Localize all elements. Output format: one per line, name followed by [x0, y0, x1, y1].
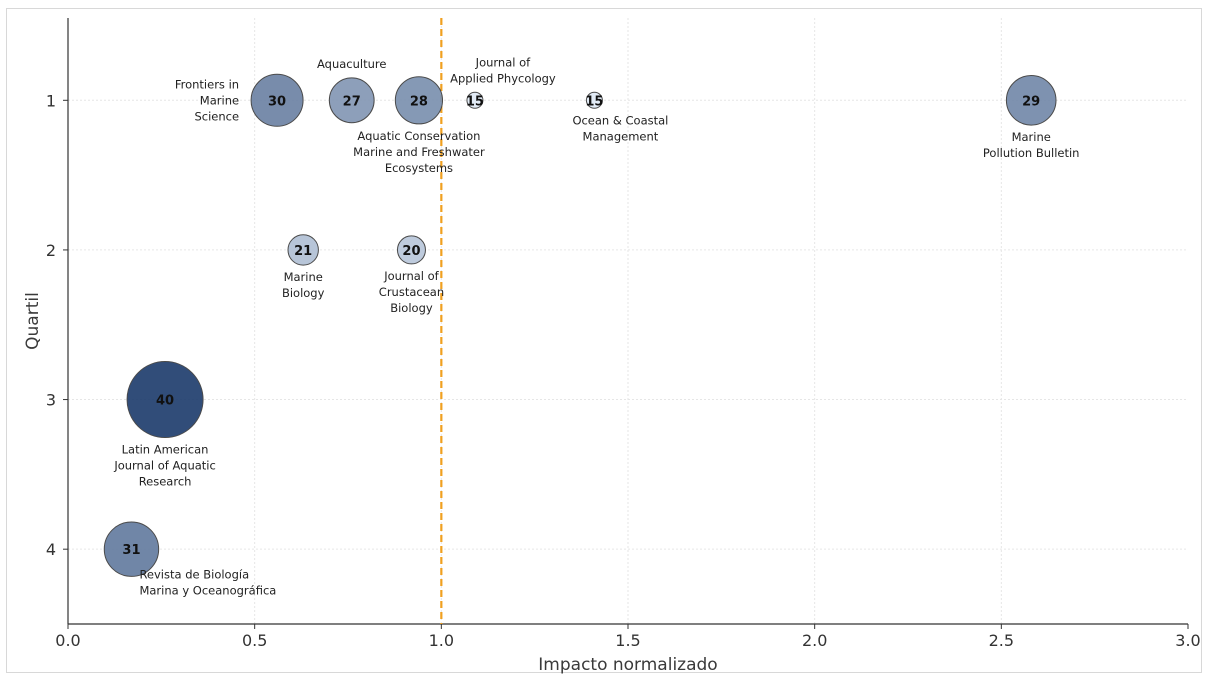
bubble [466, 91, 484, 109]
bubble [287, 234, 319, 266]
bubble-value-label: 40 [156, 394, 174, 409]
y-tick-label: 1 [46, 91, 56, 110]
bubble-label-line: Aquatic Conservation [357, 129, 480, 143]
bubble-label-line: Biology [390, 301, 433, 315]
labels-group: Frontiers in Marine Science Aquaculture Aqua… [113, 55, 1079, 597]
bubble-label-line: Crustacean [379, 285, 444, 299]
bubble-value-label: 31 [122, 543, 140, 558]
bubble-value-label: 15 [466, 94, 484, 109]
bubble [103, 521, 160, 577]
bubble-value-label: 27 [343, 94, 361, 109]
bubble-value-label: 20 [402, 244, 420, 259]
bubble-value-label: 21 [294, 244, 312, 259]
bubble [396, 235, 426, 265]
x-tick-label: 0.0 [55, 631, 80, 650]
x-tick-label: 1.5 [615, 631, 640, 650]
bubble [1005, 74, 1057, 126]
bubble-label-line: Ocean & Coastal [572, 113, 668, 127]
axes: 0.0 0.5 1.0 1.5 2.0 2.5 3.0 1 2 3 4 [46, 18, 1201, 650]
bubble [585, 91, 603, 109]
bubble [394, 76, 444, 125]
x-tick-label: 0.5 [242, 631, 267, 650]
bubble-label-line: Frontiers in [175, 77, 239, 91]
x-tick-label: 1.0 [429, 631, 454, 650]
bubble-label-line: Marina y Oceanográfica [139, 583, 276, 597]
bubble-label-line: Science [194, 109, 239, 123]
x-tick-label: 2.5 [989, 631, 1014, 650]
bubble-label-line: Applied Phycology [450, 71, 556, 85]
bubble-value-label: 29 [1022, 94, 1040, 109]
bubble-value-label: 15 [585, 94, 603, 109]
x-tick-label: 3.0 [1175, 631, 1200, 650]
bubble [250, 73, 304, 127]
bubble-label-line: Journal of [383, 269, 439, 283]
bubble-label-line: Latin American [122, 443, 209, 457]
y-tick-label: 3 [46, 391, 56, 410]
bubble-value-label: 30 [268, 94, 286, 109]
bubble-value-label: 28 [410, 94, 428, 109]
bubble-label-line: Ecosystems [385, 161, 453, 175]
bubble-label-line: Marine and Freshwater [353, 145, 485, 159]
bubble-label-line: Revista de Biología [139, 567, 249, 581]
figure-frame [6, 8, 1202, 673]
bubble-label-line: Aquaculture [317, 57, 386, 71]
y-tick-label: 2 [46, 241, 56, 260]
bubble-label-line: Management [583, 129, 659, 143]
bubble-label-line: Marine [1012, 130, 1051, 144]
bubble-label-line: Marine [200, 93, 239, 107]
y-tick-label: 4 [46, 540, 56, 559]
bubble-label-line: Journal of [475, 55, 531, 69]
bubble-label-line: Research [139, 475, 192, 489]
bubble [126, 361, 204, 439]
x-axis-title: Impacto normalizado [538, 655, 717, 675]
bubble [328, 77, 375, 124]
bubble-label-line: Marine [284, 270, 323, 284]
bubble-label-line: Biology [282, 286, 325, 300]
bubble-label-line: Journal of Aquatic [113, 459, 216, 473]
bubbles-group: 30 27 28 15 15 29 21 20 40 31 [103, 73, 1057, 577]
x-tick-label: 2.0 [802, 631, 827, 650]
y-axis-title: Quartil [23, 292, 43, 350]
bubble-label-line: Pollution Bulletin [983, 146, 1080, 160]
